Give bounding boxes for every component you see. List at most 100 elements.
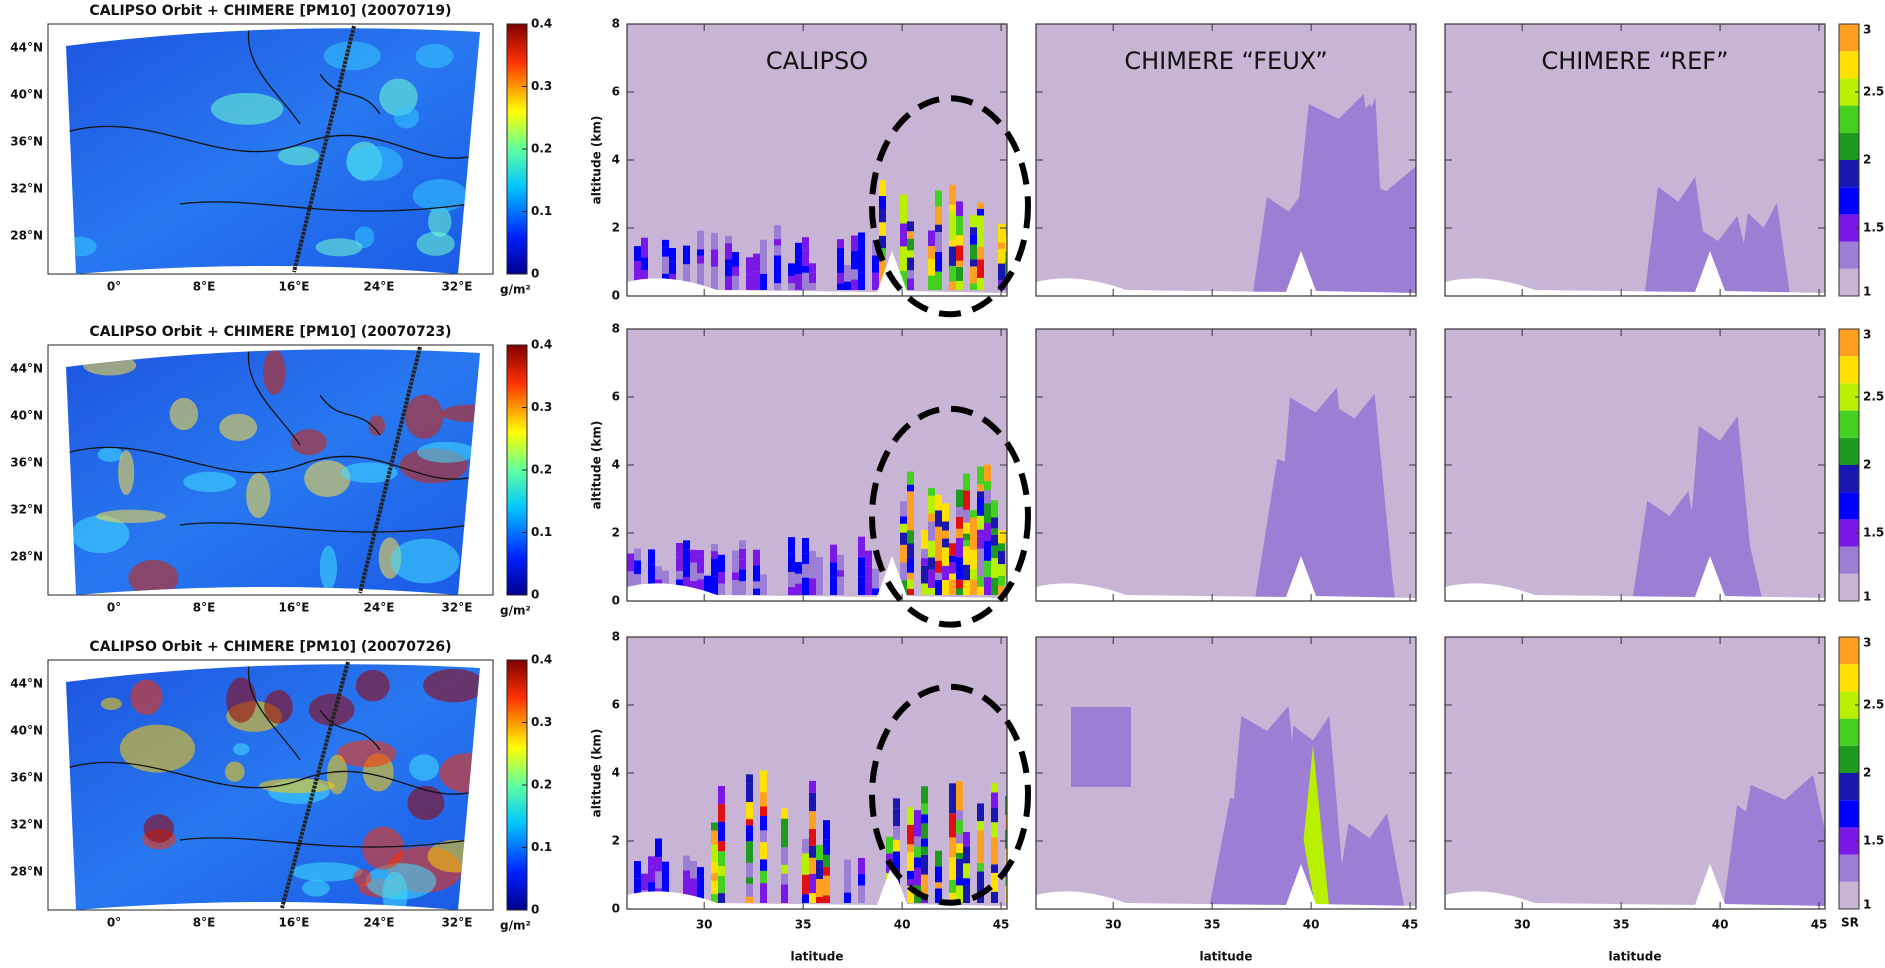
backscatter-cell <box>774 225 781 240</box>
backscatter-cell <box>879 222 886 236</box>
backscatter-cell <box>998 530 1005 544</box>
backscatter-cell <box>942 521 949 531</box>
backscatter-cell <box>907 257 914 271</box>
lon-label: 0° <box>107 916 121 930</box>
backscatter-cell <box>711 894 718 903</box>
backscatter-cell <box>634 548 641 561</box>
backscatter-cell <box>711 830 718 845</box>
y-tick-label: 0 <box>612 902 620 916</box>
backscatter-cell <box>655 566 662 574</box>
backscatter-cell <box>718 821 725 842</box>
backscatter-cell <box>956 820 963 834</box>
sr-colorbar-cell <box>1839 492 1859 520</box>
backscatter-cell <box>872 248 879 256</box>
sr-colorbar-cell <box>1839 745 1859 773</box>
backscatter-cell <box>760 785 767 793</box>
backscatter-cell <box>949 879 956 893</box>
backscatter-cell <box>998 575 1005 586</box>
backscatter-cell <box>809 845 816 858</box>
backscatter-cell <box>991 872 998 892</box>
backscatter-cell <box>963 533 970 541</box>
backscatter-cell <box>774 255 781 274</box>
backscatter-cell <box>718 804 725 822</box>
aerosol-blob <box>362 826 405 870</box>
backscatter-cell <box>676 543 683 558</box>
backscatter-cell <box>970 517 977 534</box>
colorbar-tick-label: 0.3 <box>531 715 552 729</box>
backscatter-cell <box>795 274 802 290</box>
lat-label: 36°N <box>10 135 43 149</box>
backscatter-cell <box>634 861 641 879</box>
map-features <box>66 349 480 595</box>
backscatter-cell <box>809 283 816 290</box>
x-tick-label: 35 <box>1613 918 1630 932</box>
backscatter-cell <box>655 871 662 889</box>
backscatter-cell <box>970 227 977 235</box>
backscatter-cell <box>921 846 928 855</box>
profile-features <box>1445 176 1825 296</box>
backscatter-cell <box>949 226 956 241</box>
lon-label: 8°E <box>193 916 216 930</box>
backscatter-cell <box>802 250 809 266</box>
backscatter-cell <box>662 570 669 586</box>
backscatter-cell <box>746 851 753 863</box>
backscatter-cell <box>998 543 1005 552</box>
aerosol-layer <box>1071 707 1131 787</box>
backscatter-cell <box>970 266 977 284</box>
colorbar-unit: g/m² <box>500 919 531 933</box>
aerosol-blob <box>441 404 480 422</box>
backscatter-cell <box>746 883 753 897</box>
lat-label: 44°N <box>10 41 43 55</box>
ground <box>627 556 1007 601</box>
ground <box>1036 556 1416 601</box>
backscatter-cell <box>697 573 704 580</box>
backscatter-cell <box>907 238 914 251</box>
backscatter-cell <box>963 564 970 581</box>
lat-label: 40°N <box>10 724 43 738</box>
backscatter-cell <box>753 253 760 272</box>
backscatter-cell <box>676 557 683 571</box>
sr-colorbar-tick-label: 2.5 <box>1863 698 1884 712</box>
map-features <box>66 664 480 910</box>
backscatter-cell <box>991 792 998 808</box>
y-tick-label: 6 <box>612 85 620 99</box>
backscatter-cell <box>991 517 998 529</box>
backscatter-cell <box>900 246 907 261</box>
backscatter-cell <box>697 255 704 264</box>
backscatter-cell <box>928 495 935 514</box>
sr-colorbar-cell <box>1839 329 1859 357</box>
backscatter-cell <box>998 263 1005 281</box>
backscatter-cell <box>858 885 865 895</box>
backscatter-cell <box>1005 795 1007 815</box>
lat-label: 28°N <box>10 550 43 564</box>
backscatter-cell <box>634 878 641 894</box>
backscatter-cell <box>949 813 956 829</box>
x-tick-label: 40 <box>1303 918 1320 932</box>
sr-colorbar-tick-label: 1.5 <box>1863 834 1884 848</box>
backscatter-cell <box>900 523 907 533</box>
backscatter-cell <box>837 248 844 255</box>
sr-colorbar-tick-label: 1.5 <box>1863 221 1884 235</box>
backscatter-cell <box>823 839 830 855</box>
lat-label: 44°N <box>10 677 43 691</box>
lon-label: 16°E <box>279 280 310 294</box>
orbit-track <box>358 346 422 594</box>
x-tick-label: 40 <box>1712 918 1729 932</box>
backscatter-cell <box>956 572 963 580</box>
colorbar-tick-label: 0.2 <box>531 142 552 156</box>
aerosol-blob <box>308 693 355 726</box>
backscatter-cell <box>879 208 886 223</box>
backscatter-cell <box>844 281 851 290</box>
backscatter-cell <box>739 540 746 549</box>
backscatter-cell <box>788 283 795 290</box>
colorbar-tick-label: 0.3 <box>531 400 552 414</box>
map-features <box>66 28 480 257</box>
backscatter-cell <box>816 879 823 897</box>
backscatter-cell <box>760 870 767 884</box>
backscatter-cell <box>970 533 977 550</box>
colorbar-tick-label: 0.4 <box>531 653 552 667</box>
backscatter-cell <box>788 572 795 587</box>
backscatter-cell <box>963 509 970 523</box>
backscatter-cell <box>949 204 956 212</box>
backscatter-cell <box>907 588 914 595</box>
